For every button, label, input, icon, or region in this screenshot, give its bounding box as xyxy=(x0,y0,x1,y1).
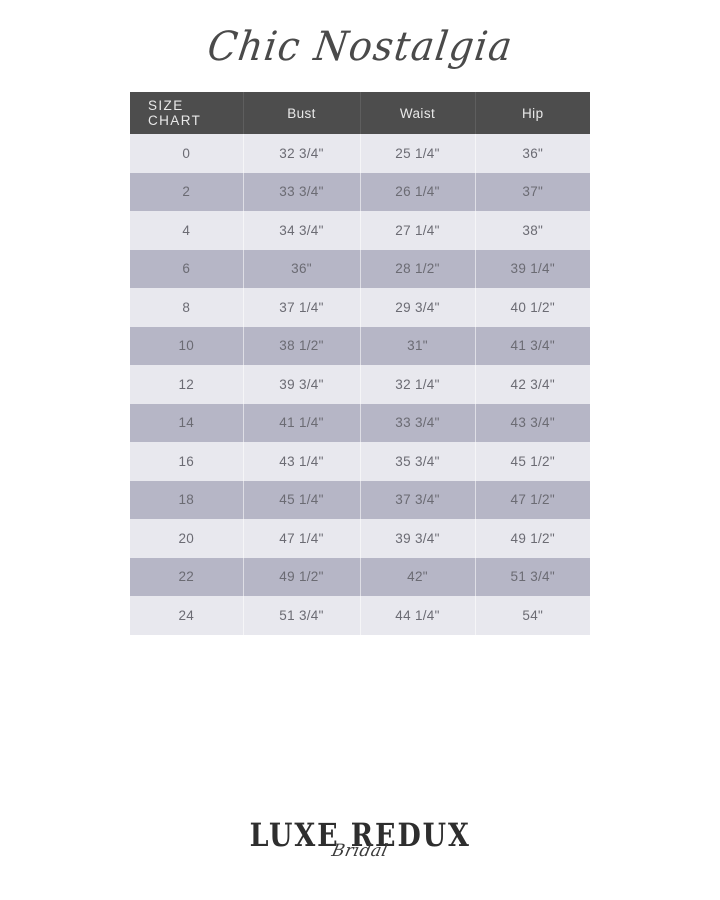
cell-size: 18 xyxy=(130,480,244,519)
table-row: 2 33 3/4" 26 1/4" 37" xyxy=(130,172,590,211)
table-row: 24 51 3/4" 44 1/4" 54" xyxy=(130,596,590,635)
cell-waist: 44 1/4" xyxy=(360,596,476,635)
cell-bust: 33 3/4" xyxy=(243,172,361,211)
cell-hip: 54" xyxy=(522,607,544,623)
cell-hip: 39 1/4" xyxy=(510,261,555,277)
cell-bust: 51 3/4" xyxy=(243,596,361,635)
cell-size: 6 xyxy=(130,249,244,288)
table-row: 6 36" 28 1/2" 39 1/4" xyxy=(130,249,590,288)
cell-hip: 37" xyxy=(522,184,544,200)
cell-bust: 43 1/4" xyxy=(243,442,361,481)
cell-hip: 47 1/2" xyxy=(510,492,555,508)
column-header-hip: Hip xyxy=(522,105,544,121)
table-row: 14 41 1/4" 33 3/4" 43 3/4" xyxy=(130,403,590,442)
cell-hip: 51 3/4" xyxy=(510,569,555,585)
logo-wordmark: LUXE REDUX xyxy=(249,816,471,854)
cell-bust: 41 1/4" xyxy=(243,403,361,442)
header-row: SIZE CHART Bust Waist Hip xyxy=(130,92,590,134)
cell-size: 12 xyxy=(130,365,244,404)
cell-waist: 37 3/4" xyxy=(360,480,476,519)
cell-waist: 42" xyxy=(360,557,476,596)
page-title: Chic Nostalgia xyxy=(204,22,516,70)
cell-bust: 47 1/4" xyxy=(243,519,361,558)
cell-waist: 33 3/4" xyxy=(360,403,476,442)
cell-hip: 41 3/4" xyxy=(510,338,555,354)
column-header-bust: Bust xyxy=(243,92,361,134)
cell-waist: 28 1/2" xyxy=(360,249,476,288)
table-row: 16 43 1/4" 35 3/4" 45 1/2" xyxy=(130,442,590,481)
table-row: 18 45 1/4" 37 3/4" 47 1/2" xyxy=(130,480,590,519)
cell-waist: 26 1/4" xyxy=(360,172,476,211)
table-row: 8 37 1/4" 29 3/4" 40 1/2" xyxy=(130,288,590,327)
cell-size: 16 xyxy=(130,442,244,481)
cell-bust: 34 3/4" xyxy=(243,211,361,250)
table-row: 0 32 3/4" 25 1/4" 36" xyxy=(130,134,590,173)
column-header-waist: Waist xyxy=(360,92,476,134)
cell-size: 24 xyxy=(130,596,244,635)
size-chart-header: SIZE CHART Bust Waist Hip xyxy=(130,92,590,134)
cell-size: 20 xyxy=(130,519,244,558)
cell-size: 8 xyxy=(130,288,244,327)
cell-bust: 39 3/4" xyxy=(243,365,361,404)
cell-size: 0 xyxy=(130,134,244,173)
cell-bust: 38 1/2" xyxy=(243,326,361,365)
cell-size: 14 xyxy=(130,403,244,442)
table-row: 20 47 1/4" 39 3/4" 49 1/2" xyxy=(130,519,590,558)
cell-hip: 38" xyxy=(522,222,544,238)
cell-bust: 37 1/4" xyxy=(243,288,361,327)
cell-bust: 49 1/2" xyxy=(243,557,361,596)
cell-hip: 43 3/4" xyxy=(510,415,555,431)
size-chart-table: SIZE CHART Bust Waist Hip 0 32 3/4" 25 1/4… xyxy=(130,92,590,635)
size-chart-body: 0 32 3/4" 25 1/4" 36" 2 33 3/4" 26 1/4" 37" 4 34 … xyxy=(130,134,590,635)
cell-waist: 32 1/4" xyxy=(360,365,476,404)
cell-bust: 36" xyxy=(243,249,361,288)
table-row: 10 38 1/2" 31" 41 3/4" xyxy=(130,326,590,365)
cell-hip: 36" xyxy=(522,145,544,161)
cell-hip: 42 3/4" xyxy=(510,376,555,392)
cell-waist: 35 3/4" xyxy=(360,442,476,481)
cell-waist: 31" xyxy=(360,326,476,365)
cell-waist: 39 3/4" xyxy=(360,519,476,558)
cell-waist: 29 3/4" xyxy=(360,288,476,327)
table-row: 4 34 3/4" 27 1/4" 38" xyxy=(130,211,590,250)
table-row: 12 39 3/4" 32 1/4" 42 3/4" xyxy=(130,365,590,404)
cell-size: 4 xyxy=(130,211,244,250)
footer-logo: LUXE REDUX Bridal xyxy=(0,810,720,872)
cell-waist: 25 1/4" xyxy=(360,134,476,173)
cell-bust: 32 3/4" xyxy=(243,134,361,173)
brand-title-container: Chic Nostalgia xyxy=(0,0,720,92)
cell-hip: 49 1/2" xyxy=(510,530,555,546)
cell-hip: 40 1/2" xyxy=(510,299,555,315)
cell-size: 22 xyxy=(130,557,244,596)
cell-hip: 45 1/2" xyxy=(510,453,555,469)
table-row: 22 49 1/2" 42" 51 3/4" xyxy=(130,557,590,596)
cell-waist: 27 1/4" xyxy=(360,211,476,250)
cell-size: 10 xyxy=(130,326,244,365)
cell-bust: 45 1/4" xyxy=(243,480,361,519)
column-header-size: SIZE CHART xyxy=(130,92,244,134)
logo-script-bridal: Bridal xyxy=(330,841,390,861)
cell-size: 2 xyxy=(130,172,244,211)
